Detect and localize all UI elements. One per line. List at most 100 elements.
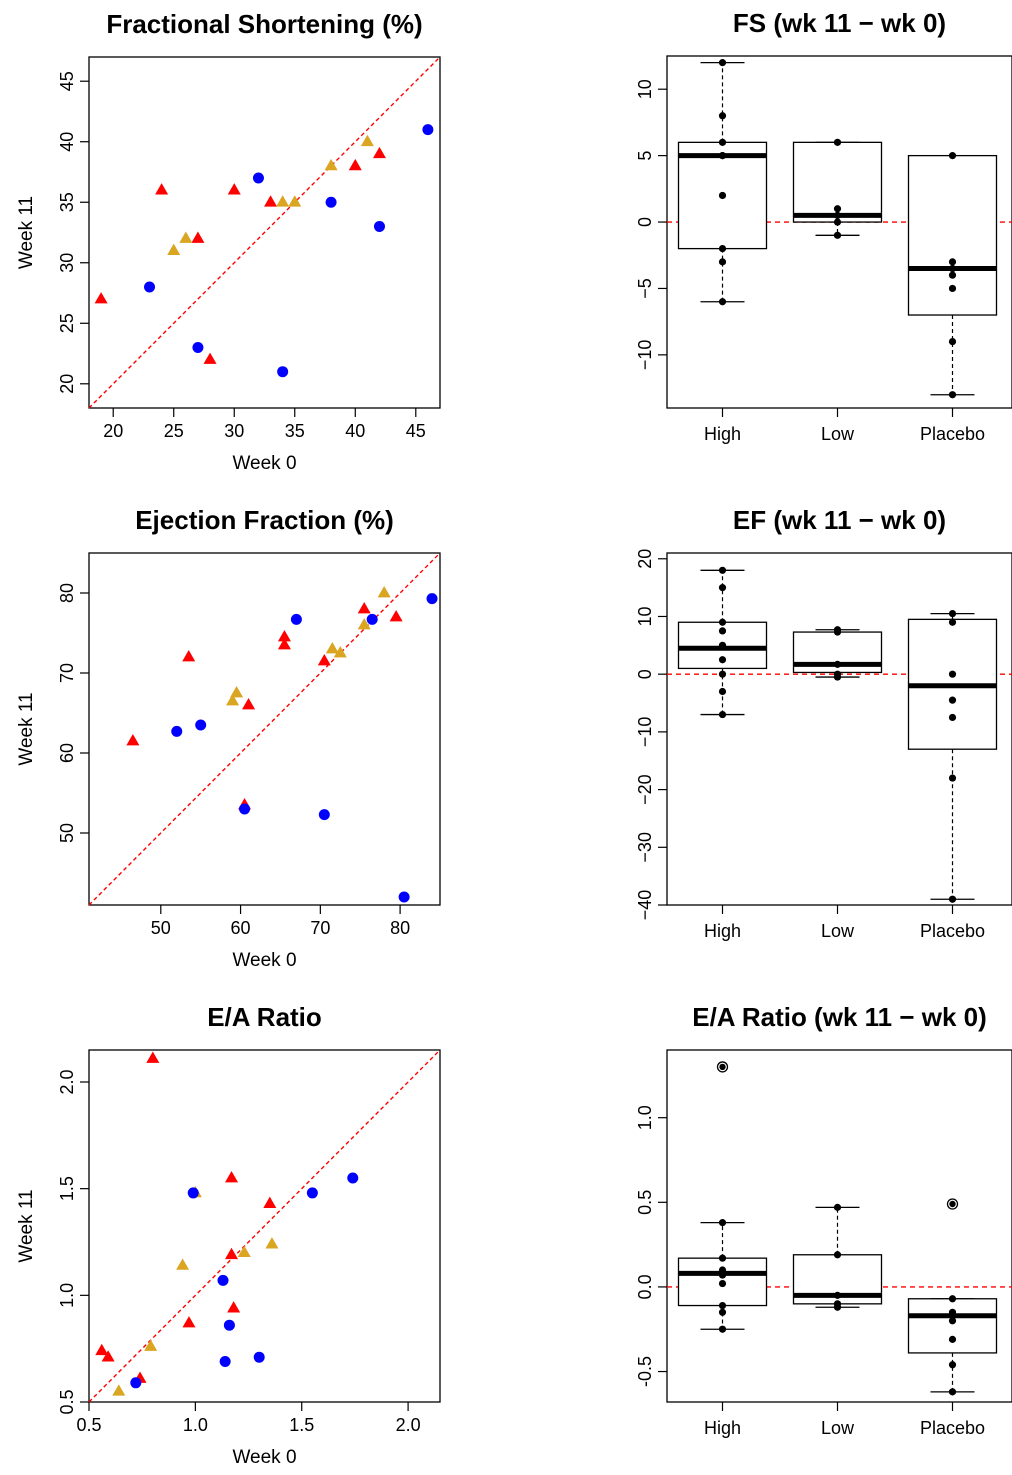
point-circle <box>426 593 438 605</box>
box-high <box>677 566 768 719</box>
x-tick-label: 25 <box>164 421 184 441</box>
outlier-dot <box>719 1063 726 1071</box>
data-point <box>948 271 957 279</box>
x-axis-label: Week 0 <box>232 950 296 971</box>
point-circle <box>187 1187 199 1199</box>
data-point <box>718 566 727 574</box>
data-point <box>718 298 727 306</box>
data-point <box>948 618 957 626</box>
data-point <box>718 1325 727 1333</box>
data-point <box>718 152 727 160</box>
point-triangle <box>176 1258 190 1270</box>
y-tick-label: 45 <box>57 71 77 91</box>
x-tick-label: Low <box>821 424 855 444</box>
point-circle <box>239 803 251 815</box>
point-triangle <box>324 158 338 171</box>
data-point <box>833 205 842 213</box>
y-tick-label: 70 <box>57 663 77 683</box>
data-point <box>948 258 957 266</box>
x-tick-label: High <box>704 424 741 444</box>
y-tick-label: 10 <box>635 79 655 99</box>
point-triangle <box>237 1245 251 1258</box>
y-tick-label: 1.5 <box>57 1176 77 1201</box>
data-point <box>948 774 957 782</box>
point-triangle <box>227 1301 241 1313</box>
chart-title: EF (wk 11 − wk 0) <box>733 505 946 535</box>
y-tick-label: −40 <box>635 890 655 921</box>
point-triangle <box>226 694 240 706</box>
point-triangle <box>357 618 371 630</box>
data-point <box>718 258 727 266</box>
point-triangle <box>325 642 339 654</box>
x-tick-label: 35 <box>285 421 305 441</box>
point-triangle <box>191 231 205 243</box>
data-point <box>948 1361 957 1369</box>
chart-title: Fractional Shortening (%) <box>106 9 422 39</box>
y-tick-label: 1.0 <box>635 1105 655 1130</box>
point-circle <box>422 124 434 136</box>
box-placebo <box>907 1198 998 1396</box>
y-tick-label: 1.0 <box>57 1283 77 1308</box>
identity-line <box>88 1049 441 1403</box>
point-circle <box>277 366 289 378</box>
data-point <box>718 191 727 200</box>
y-axis-label: Week 11 <box>16 1189 37 1262</box>
data-point <box>833 231 842 239</box>
point-triangle <box>276 195 290 207</box>
point-triangle <box>230 686 244 698</box>
panel-6: E/A Ratio (wk 11 − wk 0) -0.5 0.0 0.5 1.0 Hig… <box>635 1002 1012 1438</box>
point-triangle <box>144 1339 158 1351</box>
point-circle <box>325 196 337 208</box>
data-point <box>718 1279 727 1288</box>
x-tick-label: Placebo <box>920 1418 985 1438</box>
y-tick-label: 30 <box>57 253 77 273</box>
point-triangle <box>94 292 108 304</box>
point-circle <box>192 341 204 353</box>
outlier-point <box>946 1198 959 1210</box>
data-point <box>948 895 957 903</box>
panel-4: EF (wk 11 − wk 0) −40 −30 −20 −10 0 10 20 High Lo… <box>635 505 1012 941</box>
data-point <box>718 1301 727 1310</box>
point-triangle <box>225 1171 239 1183</box>
y-tick-label: 40 <box>57 132 77 152</box>
point-triangle <box>182 650 196 662</box>
y-tick-label: −10 <box>635 340 655 371</box>
x-tick-label: Placebo <box>920 424 985 444</box>
point-circle <box>219 1355 231 1367</box>
point-triangle <box>146 1051 160 1063</box>
x-tick-label: 30 <box>224 421 244 441</box>
x-axis-label: Week 0 <box>232 1447 296 1468</box>
point-triangle <box>317 654 331 666</box>
data-point <box>833 211 842 219</box>
point-triangle <box>242 698 256 710</box>
box-high <box>677 1061 768 1333</box>
y-tick-label: 80 <box>57 583 77 603</box>
y-tick-label: 35 <box>57 192 77 212</box>
point-triangle <box>225 1247 239 1260</box>
x-tick-label: 2.0 <box>396 1415 421 1435</box>
identity-line <box>88 552 441 906</box>
point-circle <box>144 281 156 293</box>
chart-title: E/A Ratio (wk 11 − wk 0) <box>692 1002 987 1032</box>
point-triangle <box>265 1237 279 1249</box>
y-tick-label: −5 <box>635 278 655 299</box>
plot-frame <box>88 1049 441 1403</box>
data-point <box>718 627 727 635</box>
data-point <box>718 641 727 649</box>
point-triangle <box>372 146 386 159</box>
point-circle <box>130 1377 142 1389</box>
point-triangle <box>155 183 169 195</box>
chart-title: E/A Ratio <box>207 1002 322 1032</box>
data-point <box>833 660 842 668</box>
y-tick-label: 20 <box>57 374 77 394</box>
data-point <box>718 1271 727 1279</box>
point-circle <box>171 725 183 737</box>
chart-title: Ejection Fraction (%) <box>135 505 394 535</box>
data-point <box>948 152 957 160</box>
y-tick-label: 25 <box>57 313 77 333</box>
data-point <box>718 656 727 664</box>
data-point <box>833 1251 842 1259</box>
point-triangle <box>126 734 140 746</box>
outlier-dot <box>949 1200 956 1208</box>
x-tick-label: High <box>704 1418 741 1438</box>
